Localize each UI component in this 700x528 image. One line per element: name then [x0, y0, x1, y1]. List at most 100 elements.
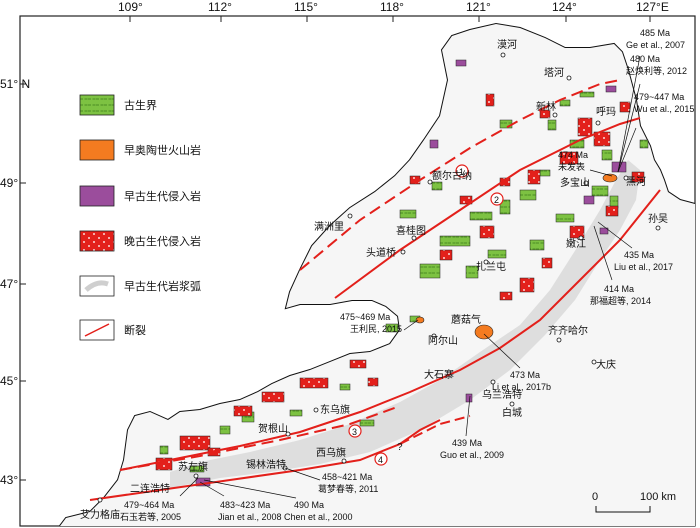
age-jian: 483~423 Ma — [220, 500, 270, 510]
ref-guo: Guo et al., 2009 — [440, 450, 504, 460]
city-labels: 漠河 塔河 新林 呼玛 多宝山 黑河 孙吴 嫩江 满洲里 额尔古纳 喜桂图 头道… — [80, 39, 668, 521]
late-paleozoic-intrusives — [155, 93, 645, 471]
legend-label-arc: 早古生代岩浆弧 — [124, 279, 201, 293]
ref-jian: Jian et al., 2008 — [218, 512, 282, 522]
ref-chen: Chen et al., 2000 — [284, 512, 353, 522]
city-mogu: 蘑菇气 — [451, 313, 481, 326]
city-qiqihaer: 齐齐哈尔 — [548, 324, 588, 337]
city-eerguna: 额尔古纳 — [432, 169, 472, 182]
age-wang: 475~469 Ma — [340, 312, 390, 322]
legend: 古生界 早奥陶世火山岩 早古生代侵入岩 晚古生代侵入岩 早古生代岩浆弧 断裂 — [79, 94, 201, 341]
city-suzuoqi: 苏左旗 — [178, 460, 208, 473]
legend-fault-line — [84, 323, 110, 337]
city-dongwuqi: 东乌旗 — [320, 403, 350, 416]
lat-47: 47° — [0, 277, 18, 291]
ref-wu: Wu et al., 2015 — [634, 104, 694, 114]
legend-label-volcanic: 早奥陶世火山岩 — [124, 143, 201, 157]
scale-bar — [595, 506, 651, 513]
city-xiguitu: 喜桂图 — [396, 224, 426, 237]
city-tahe: 塔河 — [544, 66, 564, 79]
ref-ge2: 葛梦春等, 2011 — [318, 483, 378, 494]
legend-label-fault: 断裂 — [124, 323, 146, 337]
age-liu: 435 Ma — [624, 250, 654, 260]
city-daqing: 大庆 — [596, 358, 616, 371]
ref-zhao: 赵焕利等, 2012 — [626, 65, 687, 76]
fault-1 — [299, 79, 621, 271]
city-zhalantun: 扎兰屯 — [476, 260, 506, 273]
age-na: 414 Ma — [604, 284, 634, 294]
fault-3-dash — [119, 405, 401, 471]
scale-end: 100 km — [640, 491, 676, 503]
lon-109: 109° — [118, 0, 143, 14]
age-chen: 490 Ma — [294, 500, 324, 510]
city-nenjiang: 嫩江 — [566, 237, 586, 250]
legend-swatch-paleozoic — [79, 94, 115, 116]
legend-swatch-volcanic — [79, 139, 115, 161]
age-weifa: 474 Ma — [558, 150, 588, 160]
city-erlianhaote: 二连浩特 — [130, 482, 170, 495]
city-toudaoqiao: 头道桥 — [366, 246, 396, 259]
legend-label-early-intrusive: 早古生代侵入岩 — [124, 189, 201, 203]
city-wulanhaote: 乌兰浩特 — [482, 388, 522, 401]
city-dashizhai: 大石寨 — [424, 368, 454, 381]
age-guo: 439 Ma — [452, 438, 482, 448]
paleozoic-units — [159, 91, 649, 473]
lon-115: 115° — [294, 0, 318, 14]
fault-1-label: 1 — [459, 167, 464, 177]
city-mohe: 漠河 — [497, 39, 517, 51]
legend-label-paleozoic: 古生界 — [124, 98, 157, 112]
fault-4 — [89, 419, 441, 501]
legend-swatch-early-intrusive — [79, 185, 115, 207]
lon-121: 121° — [466, 0, 491, 14]
fault-3-label: 3 — [352, 427, 357, 437]
age-wu: 479~447 Ma — [634, 92, 684, 102]
lat-45: 45° — [0, 374, 18, 388]
city-xinlin: 新林 — [536, 100, 556, 113]
scale-start: 0 — [592, 491, 598, 503]
city-heihe: 黑河 — [626, 176, 646, 188]
age-li: 473 Ma — [510, 370, 540, 380]
legend-swatch-late-intrusive — [79, 230, 115, 252]
city-sunwu: 孙吴 — [648, 212, 668, 225]
legend-arc-mark — [84, 280, 109, 292]
fault-2-label: 2 — [494, 195, 499, 205]
city-ailige: 艾力格庙 — [80, 508, 120, 521]
ref-li: Li et al., 2017b — [492, 382, 551, 392]
region-fill — [60, 24, 695, 526]
city-xiwuqi: 西乌旗 — [316, 446, 346, 459]
fault-4-label: 4 — [378, 455, 383, 465]
age-leaders — [179, 55, 641, 499]
fault-2 — [334, 117, 641, 299]
lat-49: 49° — [0, 176, 18, 190]
age-ge2: 458~421 Ma — [322, 472, 372, 482]
lat-51: 51° N — [0, 77, 30, 91]
magmatic-arc — [170, 160, 640, 488]
fault-labels: 1 2 3 4 ? — [348, 164, 504, 466]
fault-question-mark: ? — [397, 442, 403, 453]
fault-3 — [119, 189, 661, 471]
city-markers — [97, 52, 661, 503]
ref-liu: Liu et al., 2017 — [614, 262, 673, 272]
ref-weifa: 未发表 — [558, 161, 585, 172]
city-manzhouli: 满洲里 — [314, 221, 344, 233]
lon-118: 118° — [380, 0, 404, 14]
city-baicheng: 白城 — [502, 406, 522, 419]
city-xilinhaote: 锡林浩特 — [246, 458, 286, 471]
age-ge: 485 Ma — [640, 28, 670, 38]
ref-ge: Ge et al., 2007 — [626, 40, 685, 50]
faults — [89, 79, 661, 501]
ref-na: 那福超等, 2014 — [590, 295, 651, 306]
ref-shi: 石玉若等, 2005 — [120, 511, 181, 522]
age-zhao: 480 Ma — [630, 54, 660, 64]
city-duobaoshan: 多宝山 — [560, 176, 590, 189]
lon-127: 127°E — [636, 0, 669, 14]
lon-124: 124° — [552, 0, 577, 14]
city-hegenshan: 贺根山 — [258, 422, 288, 435]
city-aershan: 阿尔山 — [428, 334, 458, 347]
top-ticks — [20, 16, 651, 481]
age-shi: 479~464 Ma — [124, 500, 174, 510]
fault-4-dash — [399, 415, 471, 445]
lon-112: 112° — [208, 0, 232, 14]
lat-43: 43° — [0, 473, 18, 487]
